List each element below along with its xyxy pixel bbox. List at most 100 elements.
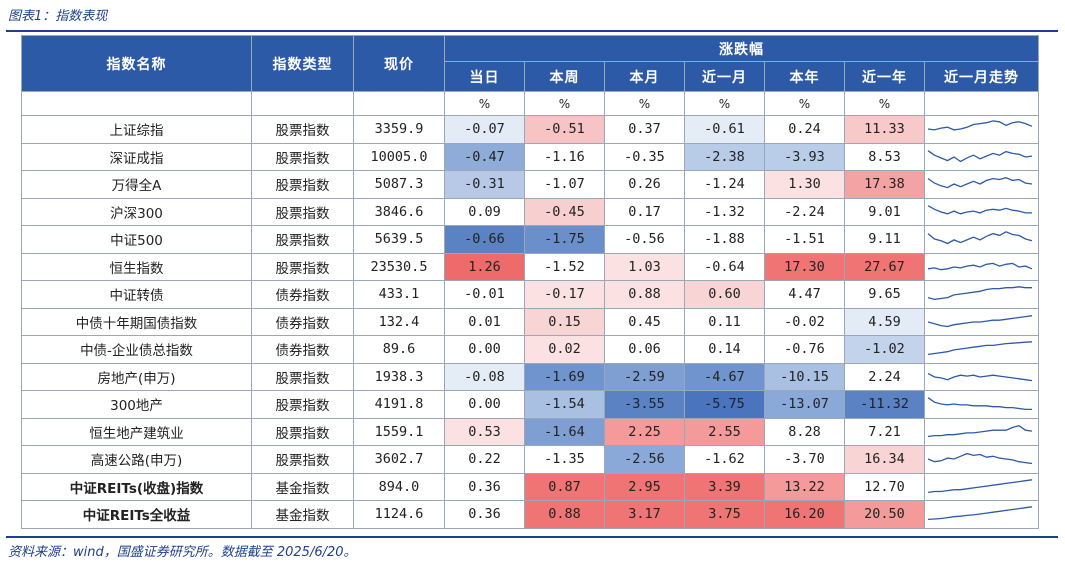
- change-value: 0.17: [604, 197, 685, 226]
- index-type: 基金指数: [251, 472, 354, 501]
- change-value: 16.34: [844, 445, 925, 474]
- change-value: -1.69: [524, 362, 605, 391]
- index-name: 300地产: [21, 390, 252, 419]
- trend-sparkline: [927, 424, 1033, 437]
- change-value: -1.52: [524, 252, 605, 281]
- index-price: 10005.0: [353, 142, 445, 171]
- index-price: 894.0: [353, 472, 445, 501]
- change-value: 0.00: [444, 390, 525, 419]
- change-value: -1.07: [524, 170, 605, 199]
- change-value: 12.70: [844, 472, 925, 501]
- change-value: 0.14: [684, 335, 765, 364]
- index-price: 3359.9: [353, 115, 445, 144]
- trend-line: [927, 120, 1033, 131]
- change-value: -0.01: [444, 280, 525, 309]
- header-change-group: 涨跌幅: [444, 35, 1039, 62]
- index-type: 股票指数: [251, 142, 354, 171]
- table-row: 中债-企业债总指数 债券指数 89.6 0.00 0.02 0.06 0.14 -0.76 -1…: [21, 335, 1039, 364]
- unit-cell: %: [604, 91, 685, 116]
- change-value: -0.66: [444, 225, 525, 254]
- change-value: 2.24: [844, 362, 925, 391]
- change-value: -0.08: [444, 362, 525, 391]
- index-name: 中证REITs(收盘)指数: [21, 472, 252, 501]
- change-value: 0.01: [444, 307, 525, 336]
- index-name: 恒生指数: [21, 252, 252, 281]
- table-row: 300地产 股票指数 4191.8 0.00 -1.54 -3.55 -5.75 -13.07…: [21, 390, 1039, 419]
- change-value: -1.35: [524, 445, 605, 474]
- change-value: -1.24: [684, 170, 765, 199]
- index-price: 433.1: [353, 280, 445, 309]
- change-value: 1.03: [604, 252, 685, 281]
- table-row: 中证REITs(收盘)指数 基金指数 894.0 0.36 0.87 2.95 3.39 13…: [21, 472, 1039, 501]
- index-price: 1559.1: [353, 417, 445, 446]
- table-row: 上证综指 股票指数 3359.9 -0.07 -0.51 0.37 -0.61 0.24 11.…: [21, 115, 1039, 144]
- change-value: 9.11: [844, 225, 925, 254]
- trend-sparkline: [927, 397, 1032, 411]
- index-type: 股票指数: [251, 115, 354, 144]
- change-value: -1.32: [684, 197, 765, 226]
- unit-cell: %: [684, 91, 765, 116]
- index-type: 股票指数: [251, 170, 354, 199]
- trend-cell: [924, 417, 1039, 446]
- change-value: 11.33: [844, 115, 925, 144]
- index-name: 恒生地产建筑业: [21, 417, 252, 446]
- index-price: 1938.3: [353, 362, 445, 391]
- change-value: -0.02: [764, 307, 845, 336]
- table-row: 中证REITs全收益 基金指数 1124.6 0.36 0.88 3.17 3.75 16.2…: [21, 500, 1039, 529]
- change-value: -0.07: [444, 115, 525, 144]
- index-price: 23530.5: [353, 252, 445, 281]
- index-name: 万得全A: [21, 170, 252, 199]
- change-value: 0.36: [444, 500, 525, 529]
- change-value: -5.75: [684, 390, 765, 419]
- header-period-day: 当日: [444, 61, 525, 92]
- change-value: 2.55: [684, 417, 765, 446]
- header-period-week: 本周: [524, 61, 605, 92]
- change-value: 16.20: [764, 500, 845, 529]
- change-value: 1.26: [444, 252, 525, 281]
- index-type: 股票指数: [251, 445, 354, 474]
- trend-cell: [924, 170, 1039, 199]
- trend-line: [927, 372, 1033, 381]
- change-value: -3.55: [604, 390, 685, 419]
- change-value: 0.88: [604, 280, 685, 309]
- index-type: 股票指数: [251, 225, 354, 254]
- change-value: 0.24: [764, 115, 845, 144]
- header-trend: 近一月走势: [924, 61, 1039, 92]
- change-value: 3.17: [604, 500, 685, 529]
- change-value: -0.17: [524, 280, 605, 309]
- unit-cell-empty: [251, 91, 354, 116]
- index-name: 中证500: [21, 225, 252, 254]
- change-value: 2.25: [604, 417, 685, 446]
- change-value: -0.31: [444, 170, 525, 199]
- header-price: 现价: [353, 35, 445, 92]
- change-value: 0.45: [604, 307, 685, 336]
- change-value: 1.30: [764, 170, 845, 199]
- change-value: 0.06: [604, 335, 685, 364]
- table-row: 深证成指 股票指数 10005.0 -0.47 -1.16 -0.35 -2.38 -3.93…: [21, 142, 1039, 171]
- header-name: 指数名称: [21, 35, 252, 92]
- change-value: 4.59: [844, 307, 925, 336]
- table-row: 高速公路(申万) 股票指数 3602.7 0.22 -1.35 -2.56 -1.62 -3.…: [21, 445, 1039, 474]
- change-value: -3.93: [764, 142, 845, 171]
- change-value: 3.75: [684, 500, 765, 529]
- change-value: -13.07: [764, 390, 845, 419]
- change-value: -10.15: [764, 362, 845, 391]
- trend-line: [927, 262, 1033, 271]
- change-value: -2.38: [684, 142, 765, 171]
- change-value: -1.51: [764, 225, 845, 254]
- index-performance-table: 指数名称 指数类型 现价 涨跌幅 当日 本周 本月 近一月 本年 近一年 近一月…: [21, 35, 1039, 529]
- trend-cell: [924, 362, 1039, 391]
- trend-sparkline: [927, 149, 1033, 163]
- header-period-month: 本月: [604, 61, 685, 92]
- index-name: 深证成指: [21, 142, 252, 171]
- change-value: 7.21: [844, 417, 925, 446]
- unit-cell: %: [524, 91, 605, 116]
- change-value: 0.22: [444, 445, 525, 474]
- change-value: 0.87: [524, 472, 605, 501]
- change-value: 9.65: [844, 280, 925, 309]
- change-value: -1.62: [684, 445, 765, 474]
- change-value: 0.26: [604, 170, 685, 199]
- index-type: 债券指数: [251, 280, 354, 309]
- index-price: 5087.3: [353, 170, 445, 199]
- trend-line: [927, 149, 1033, 163]
